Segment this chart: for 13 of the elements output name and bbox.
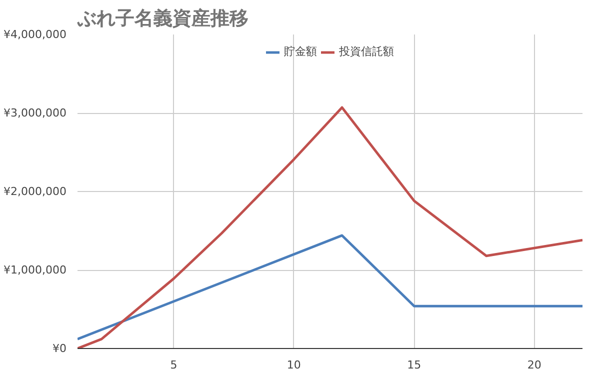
y-tick-label: ¥0 — [52, 342, 67, 355]
legend-label: 貯金額 — [284, 44, 317, 59]
chart-title: ぶれ子名義資産推移 — [76, 8, 248, 30]
y-tick-label: ¥2,000,000 — [4, 185, 67, 198]
y-tick-label: ¥1,000,000 — [4, 264, 67, 276]
x-tick-label: 5 — [170, 358, 178, 371]
line-series — [78, 106, 582, 348]
x-tick-label: 10 — [286, 358, 301, 371]
legend-label: 投資信託額 — [339, 44, 394, 59]
x-tick-label: 15 — [407, 358, 422, 371]
x-tick-label: 20 — [527, 358, 542, 371]
y-tick-label: ¥4,000,000 — [4, 28, 67, 41]
y-tick-label: ¥3,000,000 — [4, 106, 67, 120]
